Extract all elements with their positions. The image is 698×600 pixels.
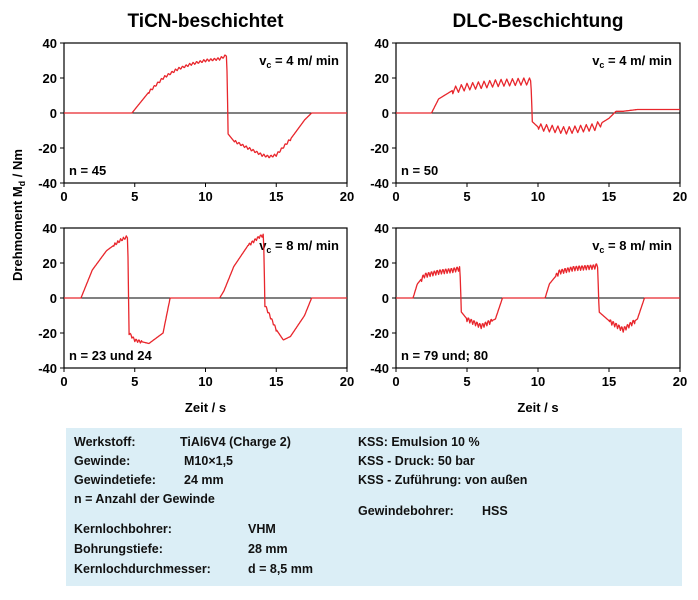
x-tick-label: 0 — [392, 189, 399, 204]
x-tick-label: 15 — [269, 189, 283, 204]
x-axis-label: Zeit / s — [517, 400, 558, 415]
torque-series-line — [63, 233, 348, 345]
y-tick-label: 20 — [43, 256, 57, 271]
y-tick-label: -20 — [38, 141, 57, 156]
x-tick-label: 0 — [60, 374, 67, 389]
kernlochbohrer-label: Kernlochbohrer: — [74, 522, 172, 536]
y-tick-label: 20 — [375, 71, 389, 86]
gewindetiefe-value: 24 mm — [184, 473, 224, 487]
x-tick-label: 20 — [673, 189, 687, 204]
cutting-speed-label: vc = 8 m/ min — [259, 238, 339, 255]
x-tick-label: 5 — [463, 374, 470, 389]
cutting-speed-label: vc = 4 m/ min — [592, 53, 672, 70]
x-tick-label: 15 — [602, 374, 616, 389]
werkstoff-value: TiAl6V4 (Charge 2) — [180, 435, 291, 449]
y-tick-label: 20 — [375, 256, 389, 271]
thread-count-label: n = 45 — [69, 163, 106, 178]
y-tick-label: 40 — [375, 221, 389, 236]
cutting-speed-label: vc = 4 m/ min — [259, 53, 339, 70]
torque-series-line — [63, 54, 348, 159]
y-axis-label: Drehmoment Md / Nm — [10, 149, 27, 281]
bohrungstiefe-value: 28 mm — [248, 542, 288, 556]
gewindetiefe-label: Gewindetiefe: — [74, 473, 156, 487]
kernlochdurchmesser-label: Kernlochdurchmesser: — [74, 562, 211, 576]
x-tick-label: 20 — [340, 374, 354, 389]
x-tick-label: 20 — [673, 374, 687, 389]
y-tick-label: -20 — [38, 326, 57, 341]
kernlochdurchmesser-value: d = 8,5 mm — [248, 562, 313, 576]
x-tick-label: 5 — [131, 189, 138, 204]
y-tick-label: -20 — [370, 326, 389, 341]
torque-series-line — [395, 77, 681, 135]
y-tick-label: 0 — [50, 291, 57, 306]
x-tick-label: 0 — [60, 189, 67, 204]
gewindebohrer-label: Gewindebohrer: — [358, 504, 454, 518]
gewinde-value: M10×1,5 — [184, 454, 233, 468]
y-tick-label: 0 — [382, 291, 389, 306]
kernlochbohrer-value: VHM — [248, 522, 276, 536]
chart-panel-1: 0 5 10 15 20 -40 -20 0 20 40 TiCN-beschichtet vc = … — [38, 11, 354, 204]
cutting-speed-label: vc = 8 m/ min — [592, 238, 672, 255]
gewindebohrer-value: HSS — [482, 504, 508, 518]
n-note: n = Anzahl der Gewinde — [74, 492, 215, 506]
x-axis-label: Zeit / s — [185, 400, 226, 415]
chart-panel-4: 0 5 10 15 20 -40 -20 0 20 40 Zeit / s vc = 8 m/ min… — [370, 221, 687, 415]
x-tick-label: 15 — [602, 189, 616, 204]
x-tick-label: 5 — [131, 374, 138, 389]
bohrungstiefe-label: Bohrungstiefe: — [74, 542, 163, 556]
chart-panel-3: 0 5 10 15 20 -40 -20 0 20 40 Zeit / s vc = 8 m/ min… — [38, 221, 354, 415]
chart-title: DLC-Beschichtung — [453, 11, 624, 32]
y-tick-label: 20 — [43, 71, 57, 86]
y-tick-label: -40 — [370, 361, 389, 376]
thread-count-label: n = 50 — [401, 163, 438, 178]
x-tick-label: 15 — [269, 374, 283, 389]
parameter-info-box: Werkstoff: TiAl6V4 (Charge 2) Gewinde: M… — [66, 428, 682, 586]
x-tick-label: 10 — [198, 374, 212, 389]
y-tick-label: 0 — [50, 106, 57, 121]
x-tick-label: 0 — [392, 374, 399, 389]
y-tick-label: -40 — [38, 176, 57, 191]
x-tick-label: 5 — [463, 189, 470, 204]
torque-series-line — [395, 263, 681, 333]
x-tick-label: 10 — [531, 189, 545, 204]
gewinde-label: Gewinde: — [74, 454, 131, 468]
y-tick-label: -20 — [370, 141, 389, 156]
kss-zufuehrung: KSS - Zuführung: von außen — [358, 473, 528, 487]
y-tick-label: 40 — [375, 36, 389, 51]
y-tick-label: 0 — [382, 106, 389, 121]
chart-title: TiCN-beschichtet — [128, 11, 285, 32]
y-tick-label: 40 — [43, 221, 57, 236]
kss-druck: KSS - Druck: 50 bar — [358, 454, 475, 468]
y-tick-label: -40 — [370, 176, 389, 191]
y-tick-label: -40 — [38, 361, 57, 376]
chart-panel-2: 0 5 10 15 20 -40 -20 0 20 40 DLC-Beschichtung vc = … — [370, 11, 687, 204]
x-tick-label: 10 — [531, 374, 545, 389]
torque-charts: Drehmoment Md / Nm 0 5 10 15 20 -40 -20 0 20 40 Ti… — [10, 11, 687, 415]
x-tick-label: 10 — [198, 189, 212, 204]
y-tick-label: 40 — [43, 36, 57, 51]
kss-emulsion: KSS: Emulsion 10 % — [358, 435, 480, 449]
werkstoff-label: Werkstoff: — [74, 435, 136, 449]
thread-count-label: n = 23 und 24 — [69, 348, 152, 363]
x-tick-label: 20 — [340, 189, 354, 204]
thread-count-label: n = 79 und; 80 — [401, 348, 488, 363]
